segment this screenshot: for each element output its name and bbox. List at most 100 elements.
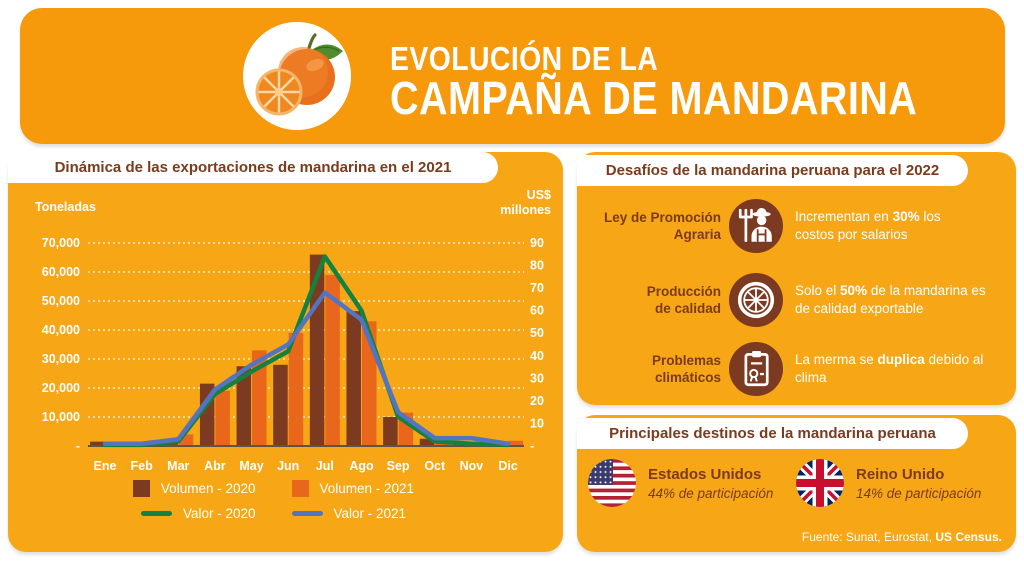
destination-texts: Reino Unido 14% de participación: [856, 466, 981, 501]
legend-label: Valor - 2021: [333, 506, 407, 521]
destinations-title: Principales destinos de la mandarina per…: [609, 425, 936, 442]
destinations-panel: Principales destinos de la mandarina per…: [577, 415, 1016, 552]
destination-texts: Estados Unidos 44% de participación: [648, 466, 773, 501]
legend-row: Valor - 2020 Valor - 2021: [8, 506, 539, 521]
right-axis-tick: 50: [530, 326, 544, 340]
left-axis-tick: 10,000: [42, 410, 80, 424]
bar-volumen-2020: [273, 364, 288, 446]
month-label: Jul: [316, 459, 334, 473]
left-axis-tick: 60,000: [42, 265, 80, 279]
legend-item: Volumen - 2020: [132, 480, 256, 497]
month-label: Nov: [460, 459, 484, 473]
clipboard-award-icon: [729, 342, 783, 396]
destination-estados-unidos: Estados Unidos 44% de participación: [588, 459, 773, 507]
bar-volumen-2020: [309, 254, 325, 446]
destination-share: 14% de participación: [856, 485, 982, 501]
destination-reino-unido: Reino Unido 14% de participación: [796, 459, 981, 507]
left-axis-zero: -: [76, 439, 80, 453]
right-axis-tick: 60: [530, 304, 544, 318]
header-title-line2: CAMPAÑA DE MANDARINA: [390, 72, 918, 124]
bar-volumen-2021: [215, 390, 230, 446]
month-label: Sep: [387, 459, 410, 473]
citrus-slice-icon: [729, 273, 783, 327]
source-note: Fuente: Sunat, Eurostat, US Census.: [801, 530, 1002, 544]
bar-volumen-2020: [383, 417, 398, 446]
left-axis-tick: 20,000: [42, 381, 80, 395]
bar-volumen-2021: [288, 332, 304, 446]
month-label: Jun: [277, 459, 299, 473]
month-label: May: [239, 459, 263, 473]
header-title-line1: EVOLUCIÓN DE LA: [390, 40, 659, 77]
challenge-text: Solo el 50% de la mandarina es de calida…: [795, 283, 986, 316]
line-valor-2020: [102, 254, 511, 448]
legend-label: Volumen - 2021: [319, 481, 415, 496]
destinations-banner: Principales destinos de la mandarina per…: [577, 418, 968, 449]
legend-swatch: [140, 511, 172, 516]
challenge-label: Problemas climáticos: [651, 353, 721, 385]
month-label: Ene: [94, 459, 117, 473]
challenge-label: Ley de Promoción Agraria: [603, 210, 721, 242]
legend-swatch: [291, 511, 323, 516]
right-axis-tick: 90: [530, 236, 544, 250]
mandarin-illustration: [243, 22, 351, 130]
uk-flag-icon: [796, 459, 844, 507]
line-valor-2021: [102, 290, 511, 446]
month-label: Dic: [498, 459, 518, 473]
month-label: Oct: [424, 459, 446, 473]
month-label: Ago: [349, 459, 374, 473]
legend-item: Valor - 2021: [291, 506, 407, 521]
left-axis-title: Toneladas: [35, 200, 96, 214]
right-axis-tick: 10: [530, 416, 544, 430]
legend-label: Valor - 2020: [182, 506, 256, 521]
chart-panel-title: Dinámica de las exportaciones de mandari…: [54, 159, 452, 176]
bar-volumen-2020: [90, 441, 105, 446]
right-axis-tick: 70: [530, 281, 544, 295]
legend-item: Valor - 2020: [140, 506, 256, 521]
combo-chart: 70,000 60,000 50,000 40,000 30,000 20,000 10,0…: [42, 236, 544, 473]
challenges-banner: Desafíos de la mandarina peruana para el…: [577, 155, 968, 186]
farmer-icon: [729, 199, 783, 253]
challenge-item-ley-promocion-agraria: Ley de Promoción Agraria Incrementan en …: [577, 199, 1016, 253]
header-titles: EVOLUCIÓN DE LA CAMPAÑA DE MANDARINA: [390, 40, 1003, 124]
month-label: Mar: [167, 459, 189, 473]
destination-country: Reino Unido: [856, 465, 945, 483]
left-axis-tick: 50,000: [42, 294, 80, 308]
challenge-text: La merma se duplica debido al clima: [795, 352, 984, 385]
challenges-title: Desafíos de la mandarina peruana para el…: [605, 162, 940, 179]
month-label: Abr: [204, 459, 226, 473]
right-axis-tick: 30: [530, 371, 544, 385]
right-axis-tick: 20: [530, 394, 544, 408]
legend-label: Volumen - 2020: [160, 481, 256, 496]
bar-volumen-2020: [346, 311, 361, 446]
us-flag-icon: [588, 459, 636, 507]
bar-volumen-2021: [325, 274, 340, 446]
month-label: Feb: [131, 459, 154, 473]
bar-volumen-2020: [419, 438, 435, 446]
legend-item: Volumen - 2021: [291, 480, 415, 497]
left-axis-tick: 40,000: [42, 323, 80, 337]
right-axis-zero: -: [530, 439, 534, 453]
left-axis-tick: 70,000: [42, 236, 80, 250]
chart-legend: Volumen - 2020 Volumen - 2021 Valor - 2020…: [8, 480, 539, 530]
right-axis-tick: 40: [530, 349, 544, 363]
destination-share: 44% de participación: [648, 485, 774, 501]
right-axis-title: US$ millones: [500, 188, 551, 217]
bar-volumen-2021: [178, 434, 194, 446]
destination-country: Estados Unidos: [648, 465, 762, 483]
legend-swatch: [291, 480, 309, 497]
challenge-label: Producción de calidad: [646, 284, 721, 316]
challenges-panel: Desafíos de la mandarina peruana para el…: [577, 152, 1016, 405]
bar-volumen-2021: [508, 440, 524, 446]
mandarin-image: [243, 22, 351, 130]
challenge-text: Incrementan en 30% los costos por salari…: [795, 209, 941, 242]
challenge-item-produccion-calidad: Producción de calidad Solo el 50% de la …: [577, 273, 1016, 327]
header: EVOLUCIÓN DE LA CAMPAÑA DE MANDARINA: [20, 8, 1005, 144]
chart-panel-banner: Dinámica de las exportaciones de mandari…: [8, 152, 498, 183]
legend-swatch: [132, 480, 150, 497]
bar-volumen-2020: [236, 366, 252, 446]
right-axis-tick: 80: [530, 259, 544, 273]
left-axis-tick: 30,000: [42, 352, 80, 366]
chart-panel: 70,000 60,000 50,000 40,000 30,000 20,000 10,0…: [8, 152, 563, 552]
legend-row: Volumen - 2020 Volumen - 2021: [8, 480, 539, 497]
